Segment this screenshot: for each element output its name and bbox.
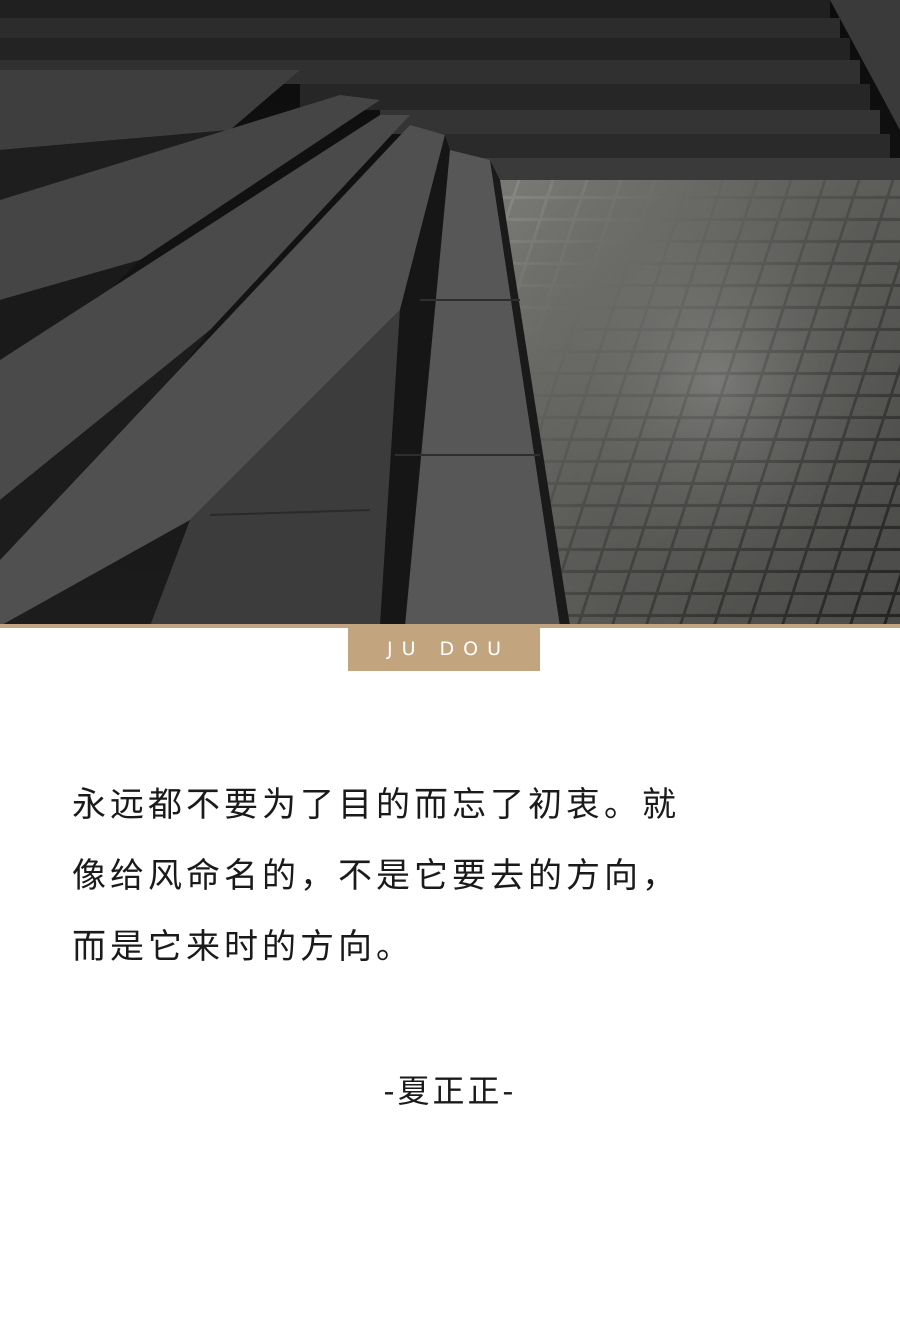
quote-block: 永远都不要为了目的而忘了初衷。就 像给风命名的，不是它要去的方向， 而是它来时的… — [72, 770, 842, 983]
quote-line: 而是它来时的方向。 — [72, 927, 414, 967]
brand-badge-text: JU DOU — [386, 637, 511, 660]
brand-badge: JU DOU — [348, 626, 540, 671]
quote-line: 永远都不要为了目的而忘了初衷。就 — [72, 785, 680, 825]
author-signature: -夏正正- — [383, 1072, 517, 1110]
steps-photo-illustration — [0, 0, 900, 626]
header-photo — [0, 0, 900, 626]
quote-line: 像给风命名的，不是它要去的方向， — [72, 856, 680, 896]
